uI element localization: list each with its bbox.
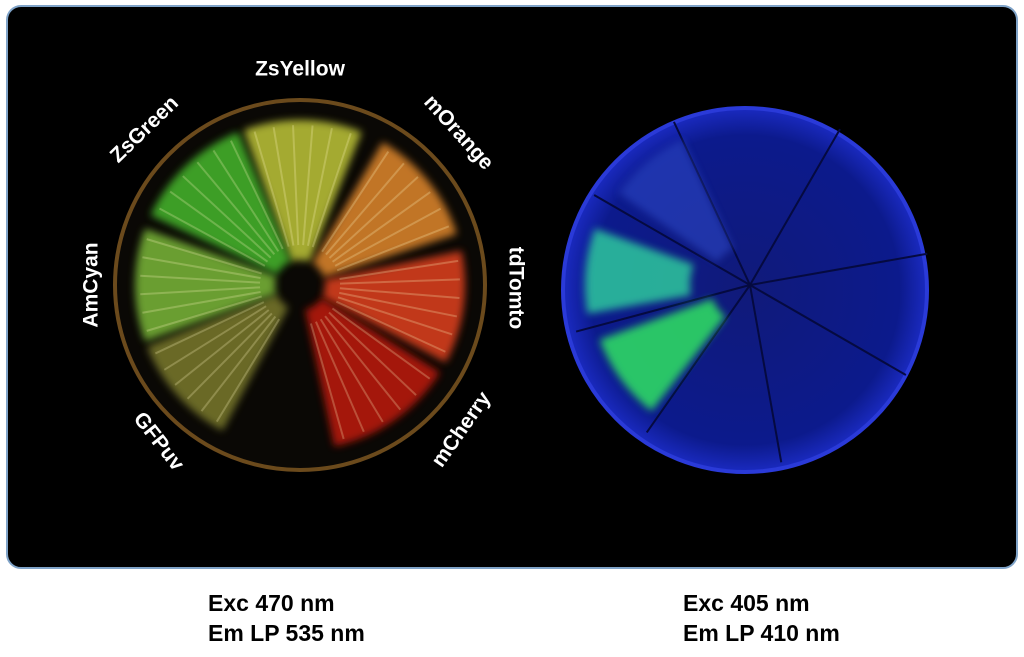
streak-line — [311, 132, 352, 248]
sector-divider — [749, 252, 928, 286]
bacterial-streak — [243, 120, 362, 262]
streak-line — [339, 278, 460, 285]
bacterial-streak — [305, 298, 440, 447]
streak-line — [182, 175, 272, 259]
streak-line — [215, 318, 281, 423]
sector-divider — [749, 284, 783, 463]
streak-line — [142, 256, 261, 280]
streak-line — [174, 309, 270, 386]
streak-line — [212, 149, 280, 252]
streak-line — [200, 315, 277, 412]
streak-line — [230, 140, 284, 250]
bacterial-streak — [135, 228, 277, 342]
sector-divider — [645, 284, 751, 434]
bacterial-streak — [147, 294, 289, 431]
streak-line — [306, 128, 333, 247]
fluorescent-streak — [599, 298, 726, 412]
streak-line — [328, 311, 417, 396]
streak-line — [315, 321, 365, 433]
streak-line — [325, 162, 405, 256]
strain-label: AmCyan — [80, 242, 103, 327]
caption-line: Exc 405 nm — [683, 590, 810, 616]
streak-line — [335, 300, 446, 353]
streak-line — [331, 191, 431, 263]
streak-line — [292, 125, 300, 246]
streak-line — [339, 287, 460, 300]
streak-line — [309, 323, 345, 440]
sector-divider — [593, 194, 751, 286]
streak-line — [336, 225, 450, 272]
streak-line — [140, 274, 261, 284]
right-plate — [561, 106, 929, 474]
streak-line — [154, 301, 265, 355]
streak-line — [146, 238, 262, 275]
streak-line — [272, 127, 295, 246]
bacterial-streak — [322, 250, 466, 363]
streak-line — [339, 291, 458, 318]
streak-line — [186, 312, 273, 400]
caption-line: Exc 470 nm — [208, 590, 335, 616]
streak-line — [146, 295, 262, 332]
streak-line — [169, 190, 269, 263]
streak-line — [328, 176, 419, 259]
left-plate — [113, 98, 487, 472]
streak-line — [324, 315, 402, 411]
streak-line — [319, 318, 384, 423]
sector-divider — [749, 284, 907, 376]
streak-line — [140, 286, 261, 296]
streak-line — [302, 125, 314, 246]
fluorescent-streak — [585, 228, 694, 314]
sector-divider — [749, 128, 841, 286]
streak-line — [142, 290, 261, 314]
streak-line — [163, 305, 267, 371]
streak-line — [159, 207, 266, 267]
streak-line — [337, 296, 453, 336]
streak-line — [253, 131, 290, 247]
strain-label: tdTomto — [504, 247, 527, 329]
streak-line — [334, 207, 442, 267]
caption-line: Em LP 535 nm — [208, 620, 365, 646]
caption-line: Em LP 410 nm — [683, 620, 840, 646]
streak-line — [196, 161, 276, 255]
faint-streak — [618, 140, 734, 263]
streak-line — [339, 259, 459, 280]
bacterial-streak — [150, 132, 291, 275]
streak-line — [331, 307, 431, 380]
streak-line — [321, 151, 390, 253]
strain-label: ZsYellow — [255, 58, 346, 81]
sector-divider — [575, 284, 751, 333]
bacterial-streak — [312, 142, 457, 278]
